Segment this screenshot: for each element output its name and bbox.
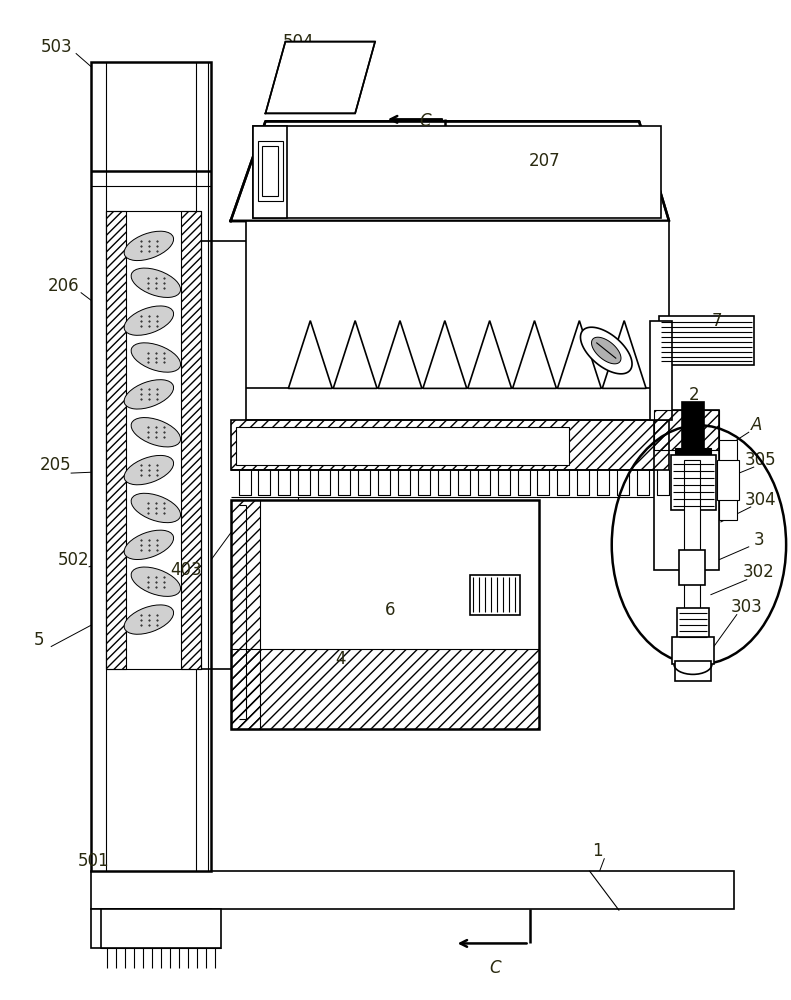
Bar (231, 649, 539, 729)
Bar (231, 420, 669, 470)
Bar (654, 410, 719, 450)
Bar (675, 448, 711, 460)
Text: 305: 305 (745, 451, 777, 469)
Bar (91, 62, 210, 871)
Polygon shape (231, 121, 669, 221)
Text: 4: 4 (335, 650, 346, 668)
Bar (91, 909, 210, 948)
Polygon shape (289, 321, 332, 388)
Bar (717, 460, 739, 500)
Ellipse shape (124, 530, 173, 560)
Polygon shape (558, 321, 601, 388)
Text: 5: 5 (34, 631, 44, 649)
Text: 502: 502 (57, 551, 89, 569)
Polygon shape (423, 321, 467, 388)
Text: C: C (419, 112, 431, 130)
Bar (263, 146, 278, 196)
Bar (252, 126, 287, 218)
Bar (236, 427, 570, 465)
Polygon shape (592, 337, 621, 364)
Ellipse shape (131, 418, 180, 447)
Ellipse shape (131, 493, 180, 523)
Text: 503: 503 (40, 38, 72, 56)
Text: C: C (489, 959, 501, 977)
Bar (106, 211, 201, 669)
Bar (679, 550, 705, 585)
Text: 501: 501 (78, 852, 109, 870)
Polygon shape (467, 321, 512, 388)
Text: 7: 7 (712, 312, 722, 330)
Ellipse shape (131, 343, 180, 372)
Bar (650, 321, 672, 420)
Polygon shape (378, 321, 422, 388)
Bar (91, 871, 734, 909)
Bar (659, 316, 754, 365)
Bar (101, 909, 221, 948)
Bar (682, 402, 704, 452)
Bar (672, 637, 714, 664)
Text: 1: 1 (592, 842, 603, 860)
Polygon shape (602, 321, 646, 388)
Text: A: A (751, 416, 763, 434)
Polygon shape (266, 42, 375, 113)
Bar (231, 500, 539, 729)
Bar (231, 500, 260, 729)
Text: 302: 302 (743, 563, 774, 581)
Text: 207: 207 (528, 152, 560, 170)
Text: 6: 6 (384, 601, 396, 619)
Text: 403: 403 (170, 561, 202, 579)
Bar (470, 575, 520, 615)
Bar (677, 608, 709, 640)
Text: 206: 206 (47, 277, 79, 295)
Bar (684, 460, 700, 610)
Bar (106, 211, 126, 669)
Ellipse shape (124, 380, 173, 409)
Ellipse shape (124, 455, 173, 485)
Bar (654, 410, 719, 570)
Text: 304: 304 (745, 491, 777, 509)
Text: 205: 205 (40, 456, 71, 474)
Bar (252, 126, 661, 218)
Polygon shape (333, 321, 377, 388)
Bar (671, 455, 716, 510)
Text: 504: 504 (282, 33, 314, 51)
Ellipse shape (131, 268, 180, 297)
Ellipse shape (131, 567, 180, 596)
Text: 303: 303 (731, 598, 763, 616)
Bar (245, 221, 669, 420)
Ellipse shape (124, 605, 173, 634)
Ellipse shape (124, 231, 173, 261)
Bar (181, 211, 201, 669)
Polygon shape (513, 321, 556, 388)
Bar (719, 440, 736, 520)
Bar (259, 141, 283, 201)
Text: 2: 2 (689, 386, 699, 404)
Polygon shape (581, 327, 632, 374)
Text: 3: 3 (753, 531, 764, 549)
Ellipse shape (124, 306, 173, 335)
Bar (675, 661, 711, 681)
